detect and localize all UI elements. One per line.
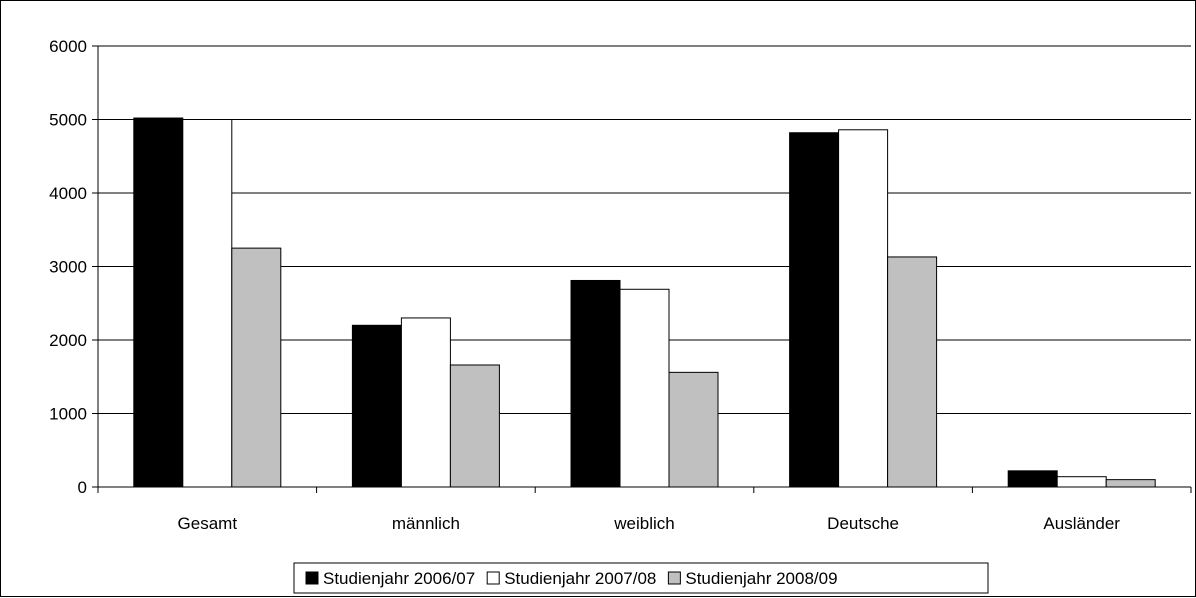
bar-2	[1056, 476, 1107, 488]
bar-2	[838, 129, 889, 488]
x-tick-label: männlich	[392, 514, 460, 533]
legend-label: Studienjahr 2006/07	[323, 569, 475, 588]
x-tick-label: Gesamt	[178, 514, 238, 533]
bar-1	[570, 279, 621, 488]
bar-3	[231, 247, 282, 488]
legend-swatch	[486, 571, 500, 585]
legend-swatch	[667, 571, 681, 585]
legend-swatch	[305, 571, 319, 585]
y-tick-label: 6000	[49, 37, 87, 56]
bar-1	[133, 117, 184, 488]
legend-box	[293, 562, 989, 594]
y-tick-label: 5000	[49, 111, 87, 130]
y-tick-label: 1000	[49, 405, 87, 424]
bar-1	[351, 324, 402, 488]
y-tick-label: 4000	[49, 184, 87, 203]
bar-2	[400, 317, 451, 488]
legend-label: Studienjahr 2007/08	[504, 569, 656, 588]
bar-1	[1007, 470, 1058, 488]
bar-2	[619, 288, 670, 488]
y-tick-label: 3000	[49, 258, 87, 277]
bar-3	[668, 371, 719, 488]
bar-3	[449, 364, 500, 488]
y-tick-label: 2000	[49, 331, 87, 350]
y-tick-label: 0	[78, 478, 87, 497]
x-tick-label: Ausländer	[1043, 514, 1120, 533]
bar-2	[182, 119, 233, 488]
x-tick-label: Deutsche	[827, 514, 899, 533]
bar-3	[1105, 479, 1156, 488]
legend-label: Studienjahr 2008/09	[685, 569, 837, 588]
bar-1	[789, 132, 840, 488]
bar-3	[887, 256, 938, 488]
x-tick-label: weiblich	[613, 514, 674, 533]
